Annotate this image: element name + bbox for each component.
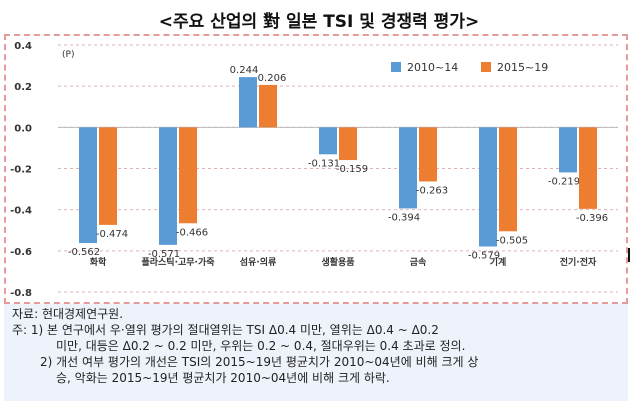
legend-label: 2010~14: [407, 61, 458, 74]
category-label: 생활용품: [321, 256, 354, 268]
title-wrap: <주요 산업의 對 일본 TSI 및 경쟁력 평가>: [0, 4, 638, 37]
bar-series1: [239, 77, 257, 127]
bar-series1: [559, 127, 577, 172]
y-tick-label: -0.8: [10, 288, 32, 299]
bar-series2: [419, 127, 437, 181]
data-label: -0.263: [416, 185, 448, 196]
y-tick-label: 0.0: [14, 123, 32, 134]
bar-series2: [259, 85, 277, 127]
unit-label: (P): [62, 50, 74, 60]
data-label: -0.219: [548, 176, 580, 187]
bar-series2: [339, 127, 357, 160]
bar-series2: [99, 127, 117, 225]
bar-series2: [179, 127, 197, 223]
category-label: 화학: [90, 256, 107, 268]
data-label: -0.394: [388, 212, 420, 223]
bar-chart: 0.4 0.2 0.0 -0.2 -0.4 -0.6 -0.8 (P) -0.562 -0.474…: [6, 36, 626, 302]
bar-series2: [499, 127, 517, 231]
y-tick-label: 0.4: [14, 41, 32, 52]
legend-swatch: [481, 62, 491, 72]
bar-series1: [479, 127, 497, 246]
data-label: -0.505: [496, 235, 528, 246]
chart-frame: 0.4 0.2 0.0 -0.2 -0.4 -0.6 -0.8 (P) -0.562 -0.474…: [4, 34, 628, 304]
note-2-line-1: 2) 개선 여부 평가의 개선은 TSI의 2015~19년 평균치가 2010…: [12, 354, 620, 370]
category-label: 플라스틱·고무·가죽: [141, 256, 214, 268]
bar-series1: [319, 127, 337, 154]
y-tick-label: -0.4: [10, 206, 32, 217]
data-label: -0.159: [336, 164, 368, 175]
category-label: 섬유·의류: [240, 256, 277, 268]
y-tick-label: -0.6: [10, 247, 32, 258]
data-label: -0.474: [96, 229, 128, 240]
y-tick-label: 0.2: [14, 82, 32, 93]
y-tick-label: -0.2: [10, 165, 32, 176]
data-label: -0.396: [576, 213, 608, 224]
category-label: 금속: [410, 256, 427, 268]
chart-title: <주요 산업의 對 일본 TSI 및 경쟁력 평가>: [159, 4, 479, 37]
category-label: 기계: [490, 256, 507, 268]
data-label: -0.466: [176, 227, 208, 238]
note-1-line-2: 미만, 대등은 Δ0.2 ~ 0.2 미만, 우위는 0.2 ~ 0.4, 절대…: [12, 338, 620, 354]
legend-swatch: [391, 62, 401, 72]
data-label: 0.206: [258, 73, 287, 84]
bar-series1: [159, 127, 177, 245]
notes-box: 자료: 현대경제연구원. 주: 1) 본 연구에서 우·열위 평가의 절대열위는…: [4, 304, 628, 401]
data-label: 0.244: [230, 65, 259, 76]
legend-label: 2015~19: [497, 61, 548, 74]
note-2-line-2: 승, 악화는 2015~19년 평균치가 2010~04년에 비해 크게 하락.: [12, 370, 620, 386]
bar-series1: [399, 127, 417, 208]
text-cursor: [628, 248, 630, 262]
note-1-line-1: 주: 1) 본 연구에서 우·열위 평가의 절대열위는 TSI Δ0.4 미만,…: [12, 322, 620, 338]
bar-series2: [579, 127, 597, 209]
bar-series1: [79, 127, 97, 243]
source-note: 자료: 현대경제연구원.: [12, 306, 620, 322]
category-label: 전기·전자: [560, 256, 597, 268]
data-label: -0.562: [68, 247, 100, 258]
